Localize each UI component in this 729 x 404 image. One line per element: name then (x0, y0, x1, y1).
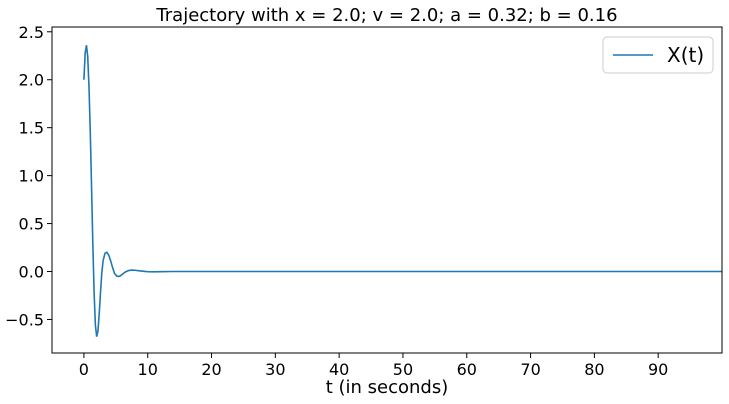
x-tick-label: 0 (79, 360, 89, 379)
x-tick-label: 10 (138, 360, 158, 379)
x-tick-label: 70 (520, 360, 540, 379)
y-tick-label: 1.5 (19, 119, 44, 138)
x-tick-label: 60 (457, 360, 477, 379)
y-tick-label: 2.0 (19, 71, 44, 90)
x-tick-label: 80 (584, 360, 604, 379)
y-axis-ticks: −0.5 0.0 0.5 1.0 1.5 2.0 2.5 (5, 23, 52, 329)
plot-area (83, 45, 722, 337)
plot-frame (51, 26, 723, 354)
x-tick-label: 90 (648, 360, 668, 379)
y-tick-label: 1.0 (19, 167, 44, 186)
x-axis-label: t (in seconds) (326, 377, 449, 398)
x-tick-label: 40 (329, 360, 349, 379)
x-tick-label: 20 (201, 360, 221, 379)
x-axis-ticks: 0 10 20 30 40 50 60 70 80 90 (79, 353, 668, 379)
y-tick-label: 2.5 (19, 23, 44, 42)
x-tick-label: 30 (265, 360, 285, 379)
x-tick-label: 50 (393, 360, 413, 379)
y-tick-label: −0.5 (5, 310, 44, 329)
y-tick-label: 0.0 (19, 263, 44, 282)
legend-label: X(t) (667, 43, 704, 67)
series-line-x-t (83, 45, 722, 337)
chart-title: Trajectory with x = 2.0; v = 2.0; a = 0.… (155, 5, 617, 26)
y-tick-label: 0.5 (19, 215, 44, 234)
legend-box (602, 36, 714, 74)
legend: X(t) (602, 36, 714, 74)
